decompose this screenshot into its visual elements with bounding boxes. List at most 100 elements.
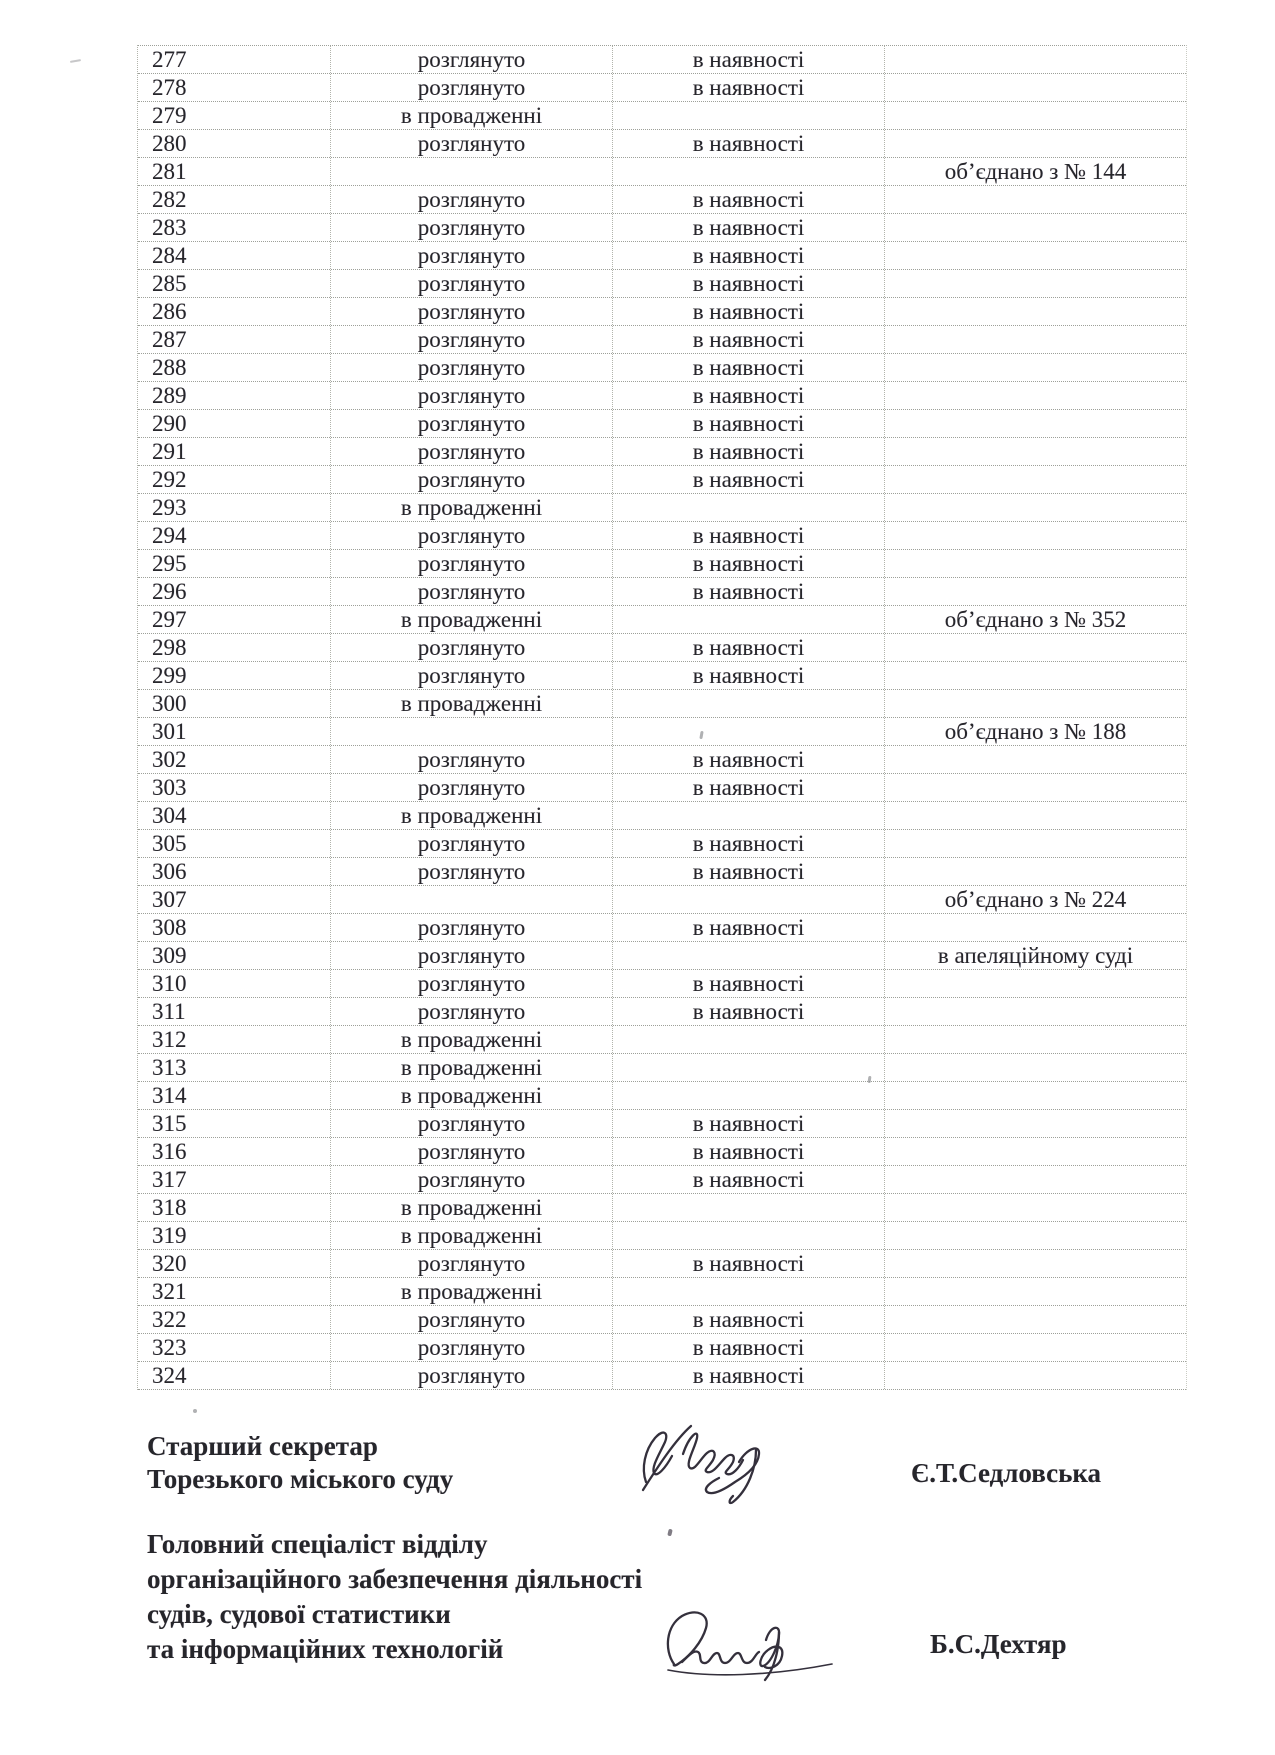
case-number-cell: 288 (138, 354, 331, 381)
table-row: 303 розглянуто в наявності (138, 774, 1186, 802)
case-number-cell: 314 (138, 1082, 331, 1109)
case-number-cell: 286 (138, 298, 331, 325)
case-number-cell: 279 (138, 102, 331, 129)
case-number-cell: 292 (138, 466, 331, 493)
table-row: 299 розглянуто в наявності (138, 662, 1186, 690)
status-cell: розглянуто (331, 746, 613, 773)
note-cell (885, 466, 1186, 493)
availability-cell: в наявності (613, 830, 885, 857)
note-cell (885, 1166, 1186, 1193)
status-cell: в провадженні (331, 1054, 613, 1081)
note-cell (885, 1110, 1186, 1137)
availability-cell (613, 1054, 885, 1081)
case-number-cell: 294 (138, 522, 331, 549)
table-row: 313 в провадженні (138, 1054, 1186, 1082)
case-number-cell: 295 (138, 550, 331, 577)
note-cell (885, 1278, 1186, 1305)
status-cell: розглянуто (331, 1166, 613, 1193)
note-cell (885, 634, 1186, 661)
job-title-line: судів, судової статистики (147, 1599, 451, 1629)
case-number-cell: 307 (138, 886, 331, 913)
case-number-cell: 285 (138, 270, 331, 297)
availability-cell: в наявності (613, 746, 885, 773)
case-number-cell: 303 (138, 774, 331, 801)
status-cell: розглянуто (331, 662, 613, 689)
availability-cell: в наявності (613, 774, 885, 801)
availability-cell: в наявності (613, 214, 885, 241)
status-cell: розглянуто (331, 74, 613, 101)
status-cell: розглянуто (331, 382, 613, 409)
job-title-line: Торезького міського суду (147, 1464, 454, 1494)
note-cell (885, 1082, 1186, 1109)
case-number-cell: 311 (138, 998, 331, 1025)
status-cell: в провадженні (331, 102, 613, 129)
case-number-cell: 298 (138, 634, 331, 661)
case-number-cell: 282 (138, 186, 331, 213)
note-cell (885, 326, 1186, 353)
case-register-table: 277 розглянуто в наявності 278 розглянуто в н… (137, 45, 1187, 1390)
scan-speck (667, 1528, 673, 1537)
availability-cell: в наявності (613, 186, 885, 213)
availability-cell: в наявності (613, 326, 885, 353)
availability-cell: в наявності (613, 1138, 885, 1165)
availability-cell: в наявності (613, 858, 885, 885)
table-row: 281 об’єднано з № 144 (138, 158, 1186, 186)
job-title-line: Головний спеціаліст відділу (147, 1529, 488, 1559)
case-number-cell: 284 (138, 242, 331, 269)
note-cell (885, 1138, 1186, 1165)
status-cell: розглянуто (331, 354, 613, 381)
case-number-cell: 297 (138, 606, 331, 633)
case-number-cell: 301 (138, 718, 331, 745)
note-cell (885, 1306, 1186, 1333)
availability-cell: в наявності (613, 970, 885, 997)
table-row: 298 розглянуто в наявності (138, 634, 1186, 662)
availability-cell: в наявності (613, 74, 885, 101)
availability-cell: в наявності (613, 242, 885, 269)
note-cell (885, 690, 1186, 717)
note-cell (885, 858, 1186, 885)
note-cell (885, 1250, 1186, 1277)
availability-cell (613, 606, 885, 633)
status-cell: розглянуто (331, 410, 613, 437)
note-cell (885, 802, 1186, 829)
table-row: 321 в провадженні (138, 1278, 1186, 1306)
status-cell: розглянуто (331, 1362, 613, 1389)
note-cell (885, 1362, 1186, 1389)
table-row: 296 розглянуто в наявності (138, 578, 1186, 606)
availability-cell (613, 1082, 885, 1109)
availability-cell: в наявності (613, 298, 885, 325)
availability-cell: в наявності (613, 1250, 885, 1277)
status-cell: в провадженні (331, 1026, 613, 1053)
case-number-cell: 310 (138, 970, 331, 997)
status-cell: в провадженні (331, 1222, 613, 1249)
table-row: 304 в провадженні (138, 802, 1186, 830)
note-cell (885, 1334, 1186, 1361)
note-cell (885, 1222, 1186, 1249)
table-row: 320 розглянуто в наявності (138, 1250, 1186, 1278)
case-table-body: 277 розглянуто в наявності 278 розглянуто в н… (138, 46, 1186, 1390)
status-cell: в провадженні (331, 494, 613, 521)
availability-cell: в наявності (613, 1362, 885, 1389)
availability-cell (613, 1194, 885, 1221)
availability-cell: в наявності (613, 1166, 885, 1193)
availability-cell (613, 718, 885, 745)
availability-cell (613, 158, 885, 185)
status-cell: розглянуто (331, 270, 613, 297)
table-row: 307 об’єднано з № 224 (138, 886, 1186, 914)
note-cell (885, 1194, 1186, 1221)
status-cell: розглянуто (331, 970, 613, 997)
table-row: 300 в провадженні (138, 690, 1186, 718)
case-number-cell: 320 (138, 1250, 331, 1277)
note-cell (885, 298, 1186, 325)
case-number-cell: 277 (138, 46, 331, 73)
case-number-cell: 296 (138, 578, 331, 605)
status-cell: розглянуто (331, 1250, 613, 1277)
status-cell: розглянуто (331, 634, 613, 661)
status-cell: розглянуто (331, 1138, 613, 1165)
availability-cell: в наявності (613, 634, 885, 661)
table-row: 312 в провадженні (138, 1026, 1186, 1054)
status-cell: розглянуто (331, 1334, 613, 1361)
status-cell: розглянуто (331, 186, 613, 213)
table-row: 285 розглянуто в наявності (138, 270, 1186, 298)
note-cell (885, 550, 1186, 577)
